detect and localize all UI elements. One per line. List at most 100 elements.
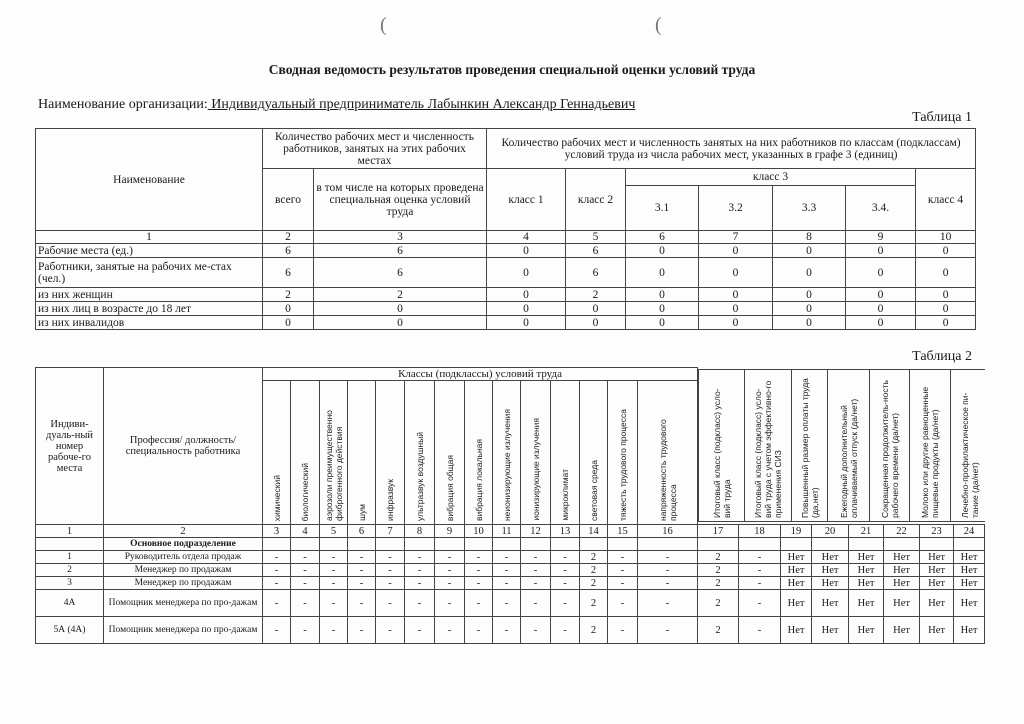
empty-cell <box>953 537 986 551</box>
workplace-id: 1 <box>35 550 104 564</box>
cell-value: - <box>607 616 638 644</box>
cell-value: 0 <box>698 243 774 258</box>
header-workplace-id: Индиви-дуаль-ный номер рабоче-го места <box>35 367 104 525</box>
column-number: 4 <box>290 524 320 538</box>
table1-label: Таблица 1 <box>912 110 972 125</box>
column-number: 7 <box>375 524 405 538</box>
column-number: 6 <box>347 524 376 538</box>
cell-value: Нет <box>883 576 921 590</box>
cell-value: - <box>262 576 291 590</box>
header-class3: класс 3 <box>625 168 917 186</box>
cell-value: - <box>607 563 638 577</box>
cell-value: - <box>375 589 405 617</box>
cell-value: Нет <box>848 589 885 617</box>
factor-header: неионизирующие излучения <box>492 380 521 525</box>
cell-value: - <box>434 616 465 644</box>
cell-value: - <box>492 589 521 617</box>
cell-value: - <box>404 616 435 644</box>
cell-value: 2 <box>697 589 740 617</box>
empty-cell <box>404 537 435 551</box>
cell-value: 2 <box>579 576 608 590</box>
factor-label: световая среда <box>588 460 599 521</box>
row-label: Рабочие места (ед.) <box>35 243 263 258</box>
factor-label: напряженность трудового процесса <box>657 419 678 521</box>
cell-value: 0 <box>312 301 488 316</box>
header-classes-group: Количество рабочих мест и численность за… <box>486 128 977 169</box>
cell-value: - <box>636 563 699 577</box>
cell-value: 0 <box>915 257 977 288</box>
cell-value: - <box>492 616 521 644</box>
cell-value: 0 <box>625 315 700 330</box>
cell-value: - <box>636 616 699 644</box>
cell-value: 0 <box>625 287 700 302</box>
cell-value: - <box>738 576 782 590</box>
cell-value: Нет <box>811 563 850 577</box>
cell-value: Нет <box>953 616 986 644</box>
cell-value: - <box>636 589 699 617</box>
column-number: 14 <box>579 524 608 538</box>
header-class1: класс 1 <box>486 168 567 231</box>
cell-value: 0 <box>915 243 977 258</box>
cell-value: - <box>319 589 348 617</box>
empty-cell <box>464 537 493 551</box>
column-number: 19 <box>780 524 813 538</box>
column-number: 6 <box>625 230 700 244</box>
cell-value: Нет <box>883 563 921 577</box>
column-number: 5 <box>565 230 627 244</box>
cell-value: - <box>550 563 580 577</box>
cell-value: Нет <box>811 589 850 617</box>
cell-value: - <box>290 589 320 617</box>
cell-value: - <box>375 616 405 644</box>
extra-header: Лечебно-профилактическое пи-тание (да/не… <box>950 369 985 523</box>
column-number: 8 <box>772 230 847 244</box>
factor-label: вибрация общая <box>444 454 455 521</box>
cell-value: Нет <box>919 576 955 590</box>
column-number: 22 <box>883 524 921 538</box>
section-label: Основное подразделение <box>103 537 263 551</box>
factor-header: напряженность трудового процесса <box>636 380 699 525</box>
empty-cell <box>290 537 320 551</box>
cell-value: - <box>607 576 638 590</box>
factor-header: вибрация общая <box>434 380 465 525</box>
empty-cell <box>579 537 608 551</box>
cell-value: - <box>375 563 405 577</box>
cell-value: - <box>434 563 465 577</box>
cell-value: 0 <box>486 243 567 258</box>
column-number: 12 <box>520 524 551 538</box>
column-number: 2 <box>103 524 263 538</box>
cell-value: 0 <box>915 287 977 302</box>
cell-value: - <box>550 616 580 644</box>
header-class34: 3.4. <box>845 185 917 231</box>
page-title: Сводная ведомость результатов проведения… <box>268 62 756 77</box>
cell-value: 0 <box>625 257 700 288</box>
cell-value: - <box>607 550 638 564</box>
cell-value: Нет <box>883 616 921 644</box>
cell-value: 6 <box>262 243 314 258</box>
extra-label: Лечебно-профилактическое пи-тание (да/не… <box>960 392 981 519</box>
header-class31: 3.1 <box>625 185 700 231</box>
column-number: 11 <box>492 524 521 538</box>
cell-value: 0 <box>486 315 567 330</box>
cell-value: Нет <box>919 550 955 564</box>
cell-value: - <box>550 589 580 617</box>
extra-header: Итоговый класс (подкласс) усло-вий труда… <box>744 369 793 523</box>
profession: Руководитель отдела продаж <box>103 550 263 564</box>
cell-value: - <box>492 550 521 564</box>
cell-value: - <box>404 550 435 564</box>
cell-value: - <box>492 563 521 577</box>
header-name: Наименование <box>35 128 263 231</box>
column-numbers-row: 1 2 3 4 5 6 7 8 9 10 <box>35 230 977 244</box>
header-extra: Итоговый класс (подкласс) усло-вий труда… <box>698 369 985 523</box>
extra-label: Сокращенная продолжитель-ность рабочего … <box>879 380 900 519</box>
cell-value: - <box>464 616 493 644</box>
header-total: всего <box>262 168 314 231</box>
cell-value: - <box>290 563 320 577</box>
cell-value: - <box>262 616 291 644</box>
cell-value: - <box>464 550 493 564</box>
header-class32: 3.2 <box>698 185 774 231</box>
cell-value: - <box>434 589 465 617</box>
cell-value: Нет <box>780 589 813 617</box>
cell-value: - <box>404 576 435 590</box>
cell-value: - <box>607 589 638 617</box>
cell-value: - <box>550 550 580 564</box>
